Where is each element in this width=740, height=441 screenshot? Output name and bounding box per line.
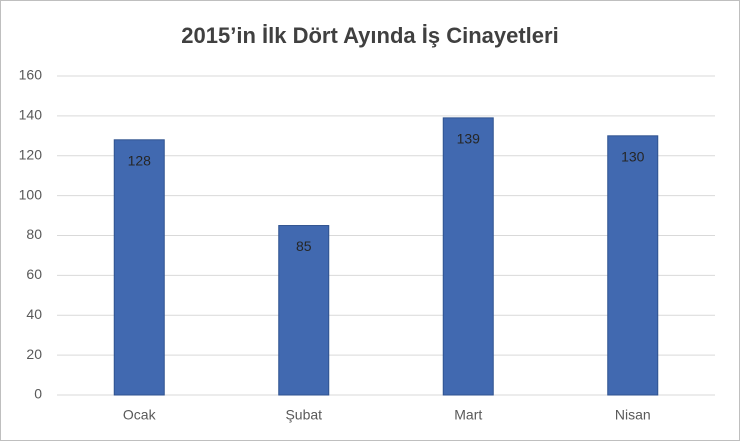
y-tick-label: 160 (19, 67, 43, 83)
y-tick-label: 0 (34, 386, 42, 402)
y-tick-label: 80 (26, 226, 42, 242)
y-tick-label: 60 (26, 266, 42, 282)
bar (442, 117, 494, 396)
data-label: 130 (621, 149, 645, 165)
bar (607, 135, 659, 396)
y-tick-label: 40 (26, 306, 42, 322)
x-tick-label: Mart (454, 407, 482, 423)
data-label: 139 (457, 131, 481, 147)
y-tick-label: 120 (19, 146, 43, 162)
bar (278, 225, 330, 396)
y-tick-label: 100 (19, 186, 43, 202)
x-tick-label: Nisan (615, 407, 651, 423)
x-tick-label: Şubat (285, 407, 322, 423)
x-tick-label: Ocak (123, 407, 157, 423)
y-tick-label: 140 (19, 107, 43, 123)
bar (113, 139, 165, 396)
data-label: 85 (296, 238, 312, 254)
chart-title: 2015’in İlk Dört Ayında İş Cinayetleri (181, 23, 558, 48)
y-tick-label: 20 (26, 346, 42, 362)
data-label: 128 (128, 153, 152, 169)
